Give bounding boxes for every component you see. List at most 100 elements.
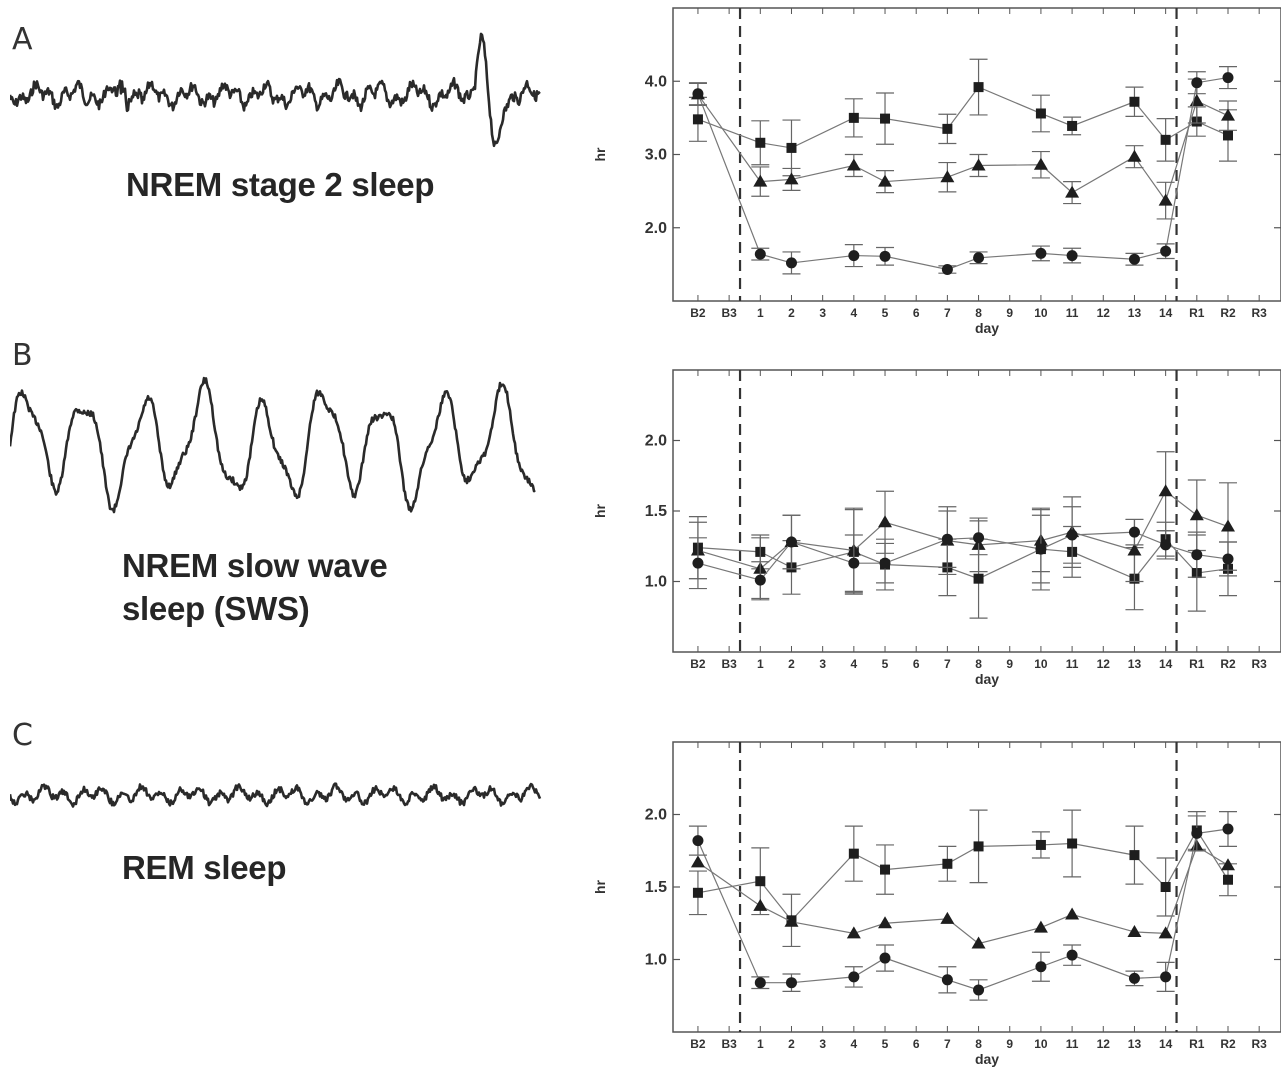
data-point-square [755,137,766,148]
eeg-label-line: sleep (SWS) [122,590,310,627]
x-tick-label: 8 [975,657,982,671]
eeg-label-line: NREM stage 2 sleep [126,166,435,203]
x-tick-label: 1 [757,306,764,320]
data-point-circle [1160,971,1172,983]
data-point-circle [1066,949,1078,961]
data-point-square [786,142,797,153]
x-tick-label: B3 [721,306,737,320]
x-tick-label: 14 [1159,657,1173,671]
data-point-square [692,887,703,898]
data-point-triangle [1033,157,1048,170]
data-point-circle [1191,549,1203,561]
x-axis-title: day [975,671,999,687]
y-tick-label: 1.0 [645,952,667,969]
x-tick-label: 13 [1128,1037,1142,1051]
data-point-square [880,113,891,124]
panel-letter-c: C [12,718,33,753]
eeg-waveform [10,782,542,808]
eeg-label-nrem-stage-2: NREM stage 2 sleep [126,163,435,206]
data-point-square [1067,120,1078,131]
data-point-circle [1128,526,1140,538]
x-tick-label: R2 [1220,657,1236,671]
x-tick-label: 8 [975,1037,982,1051]
x-tick-label: 13 [1128,657,1142,671]
series-line-square [697,829,1229,922]
data-point-circle [1222,823,1234,835]
series-line-circle [697,828,1229,991]
data-point-circle [692,88,704,100]
x-tick-label: 1 [757,657,764,671]
x-tick-label: 4 [850,1037,857,1051]
data-point-triangle [1127,924,1142,937]
x-tick-label: R1 [1189,657,1205,671]
x-tick-label: 10 [1034,657,1048,671]
data-point-triangle [1127,543,1142,556]
data-point-circle [879,952,891,964]
y-tick-label: 2.0 [645,433,667,450]
data-point-triangle [971,936,986,949]
data-point-triangle [753,174,768,187]
data-point-circle [754,248,766,260]
data-point-circle [973,532,985,544]
panel-letter-a: A [12,22,33,57]
x-tick-label: 2 [788,306,795,320]
series-line-triangle [697,490,1229,570]
data-point-square [1129,96,1140,107]
data-point-triangle [846,926,861,939]
data-point-circle [1035,961,1047,973]
data-point-triangle [846,158,861,171]
data-point-circle [941,533,953,545]
data-point-square [1222,130,1233,141]
x-tick-label: R3 [1252,306,1268,320]
eeg-waveform [10,32,541,148]
eeg-label-line: REM sleep [122,849,287,886]
data-point-square [1160,882,1171,892]
data-point-triangle [753,898,768,911]
data-point-triangle [878,916,893,929]
x-tick-label: 12 [1097,1037,1111,1051]
data-point-square [1129,850,1140,861]
data-point-circle [754,574,766,586]
eeg-trace-slow-wave-sleep [10,376,536,514]
data-point-circle [941,264,953,276]
data-point-triangle [1189,94,1204,107]
x-tick-label: 4 [850,306,857,320]
x-tick-label: 5 [882,1037,889,1051]
x-tick-label: 12 [1097,306,1111,320]
data-point-circle [785,257,797,269]
data-point-circle [848,971,860,983]
panel-letter-b: B [12,338,33,373]
data-point-triangle [1158,193,1173,206]
x-tick-label: 7 [944,657,951,671]
data-point-circle [1066,250,1078,262]
x-tick-label: 3 [819,306,826,320]
data-point-circle [973,252,985,264]
x-tick-label: 11 [1066,657,1079,671]
y-tick-label: 2.0 [645,220,667,237]
x-tick-label: 5 [882,657,889,671]
data-point-square [942,123,953,134]
data-point-triangle [1158,926,1173,939]
data-point-circle [1222,553,1234,565]
x-tick-label: 8 [975,306,982,320]
data-point-square [1035,108,1046,119]
eeg-label-line: NREM slow wave [122,547,388,584]
data-point-circle [785,977,797,989]
x-tick-label: B3 [721,657,737,671]
data-point-circle [1128,972,1140,984]
y-tick-label: 3.0 [645,147,667,164]
x-tick-label: 9 [1006,306,1013,320]
data-point-square [973,573,984,584]
x-tick-label: 7 [944,1037,951,1051]
data-point-triangle [1189,508,1204,521]
plot-frame [672,369,1281,653]
series-line-circle [697,76,1229,271]
data-point-square [755,876,766,887]
x-tick-label: 3 [819,1037,826,1051]
x-tick-label: 11 [1066,306,1079,320]
x-axis-title: day [975,320,999,336]
eeg-label-rem-sleep: REM sleep [122,846,286,889]
series-line-square [697,86,1229,149]
data-point-triangle [878,515,893,528]
data-point-triangle [784,914,799,927]
